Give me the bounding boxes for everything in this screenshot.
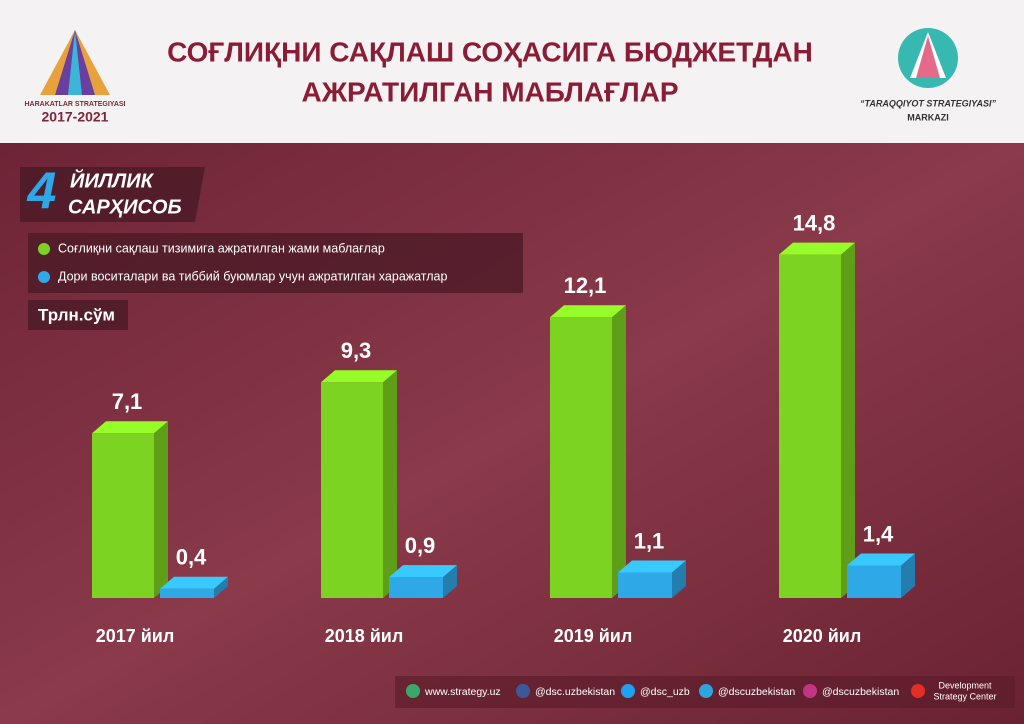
bar-front [389, 577, 443, 598]
bar-side [383, 370, 397, 598]
bar-front [847, 565, 901, 598]
bar [618, 560, 686, 598]
footer-icon [621, 684, 635, 698]
footer-icon [911, 684, 925, 698]
footer-org: Development [938, 680, 992, 690]
bar-top [550, 305, 626, 318]
bar-side [672, 560, 686, 598]
footer-icon [803, 684, 817, 698]
footer-link: @dsc_uzb [640, 686, 690, 698]
footer-icon [406, 684, 420, 698]
bar-side [443, 565, 457, 598]
bar-side [154, 421, 168, 598]
bar-front [779, 254, 841, 598]
x-tick-label: 2018 йил [325, 626, 404, 646]
legend-box [28, 233, 523, 293]
bar-top [321, 370, 397, 383]
bar [779, 242, 855, 598]
bar [389, 565, 457, 598]
bar-side [612, 305, 626, 598]
bar [321, 370, 397, 598]
value-label: 7,1 [112, 389, 143, 414]
legend-swatch [38, 271, 50, 283]
logo-left-name: HARAKATLAR STRATEGIYASI [25, 101, 126, 108]
bar-top [92, 421, 168, 434]
badge-line: САРҲИСОБ [68, 196, 182, 218]
bar-front [160, 588, 214, 598]
x-tick-label: 2020 йил [783, 626, 862, 646]
chart-title: АЖРАТИЛГАН МАБЛАҒЛАР [301, 76, 678, 107]
bar [160, 576, 228, 598]
bar-side [901, 553, 915, 598]
logo-right-name: “TARAQQIYOT STRATEGIYASI” [860, 98, 997, 108]
bar-top [160, 576, 228, 589]
badge-box [20, 167, 205, 222]
footer-icon [699, 684, 713, 698]
footer-icon [516, 684, 530, 698]
value-label: 0,9 [405, 533, 436, 558]
bar-front [321, 382, 383, 598]
legend-swatch [38, 243, 50, 255]
value-label: 1,4 [863, 521, 894, 546]
bar [550, 305, 626, 598]
logo-left-years: 2017-2021 [42, 109, 109, 125]
bar-front [550, 317, 612, 598]
bar-top [618, 560, 686, 573]
legend-label: Соғлиқни сақлаш тизимига ажратилган жами… [58, 241, 385, 255]
badge-line: ЙИЛЛИК [70, 168, 155, 192]
x-tick-label: 2017 йил [96, 626, 175, 646]
header-band [0, 0, 1024, 143]
chart-title: СОҒЛИҚНИ САҚЛАШ СОҲАСИГА БЮДЖЕТДАН [167, 36, 813, 67]
bar-top [847, 553, 915, 566]
footer-org: Strategy Center [933, 691, 996, 701]
unit-box [28, 300, 128, 330]
value-label: 0,4 [176, 545, 207, 570]
x-tick-label: 2019 йил [554, 626, 633, 646]
footer-link: www.strategy.uz [424, 686, 501, 698]
value-label: 14,8 [793, 210, 836, 235]
bar-front [618, 572, 672, 598]
legend-label: Дори воситалари ва тиббий буюмлар учун а… [58, 269, 448, 283]
footer-link: @dsc.uzbekistan [535, 686, 615, 698]
value-label: 9,3 [341, 338, 372, 363]
logo-right-sub: MARKAZI [907, 112, 949, 122]
badge-number: 4 [27, 163, 57, 221]
bar [92, 421, 168, 598]
value-label: 1,1 [634, 528, 665, 553]
unit-label: Трлн.сўм [38, 305, 115, 324]
bar-side [214, 576, 228, 598]
bar-top [779, 242, 855, 255]
bar-side [841, 242, 855, 598]
logo-left [40, 30, 110, 95]
logo-right [898, 28, 958, 88]
footer-link: @dscuzbekistan [718, 686, 795, 698]
bar [847, 553, 915, 598]
value-label: 12,1 [564, 273, 607, 298]
bar-front [92, 433, 154, 598]
bar-top [389, 565, 457, 578]
footer-link: @dscuzbekistan [822, 686, 899, 698]
